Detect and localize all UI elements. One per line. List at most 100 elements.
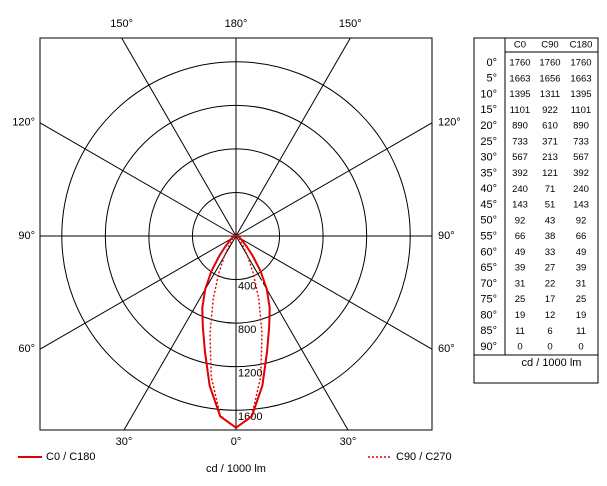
table-footer: cd / 1000 lm	[522, 357, 582, 369]
table-cell: 1760	[570, 58, 591, 69]
table-cell: 1760	[539, 58, 560, 69]
table-cell: 31	[515, 278, 526, 289]
r-tick-label: 400	[238, 280, 256, 292]
table-row-label: 15°	[480, 104, 497, 116]
table-cell: 1101	[510, 105, 530, 116]
legend-label: C0 / C180	[46, 451, 96, 463]
angle-label: 90°	[438, 230, 455, 242]
angle-label: 120°	[438, 117, 461, 129]
radial-line	[235, 37, 351, 237]
angle-label: 120°	[12, 117, 35, 129]
table-cell: 922	[542, 105, 558, 116]
radial-line	[235, 235, 433, 350]
table-cell: 1760	[509, 58, 530, 69]
table-cell: 19	[576, 310, 587, 321]
table-row-label: 40°	[480, 183, 497, 195]
table-cell: 66	[576, 231, 587, 242]
table-cell: 890	[573, 121, 589, 132]
table-cell: 143	[573, 200, 589, 211]
legend-label: C90 / C270	[396, 451, 452, 463]
angle-label: 90°	[18, 230, 35, 242]
radial-line	[123, 235, 237, 431]
table-cell: 567	[512, 152, 528, 163]
table-row-label: 30°	[480, 152, 497, 164]
table-cell: 22	[545, 278, 556, 289]
table-cell: 25	[576, 294, 587, 305]
table-row-label: 45°	[480, 199, 497, 211]
angle-label: 60°	[18, 343, 35, 355]
table-cell: 121	[542, 168, 558, 179]
intensity-curve	[209, 235, 237, 429]
table-cell: 38	[545, 231, 556, 242]
table-row-label: 60°	[480, 246, 497, 258]
radial-line	[235, 122, 433, 237]
intensity-curve	[201, 235, 237, 429]
table-cell: 17	[545, 294, 556, 305]
table-cell: 1311	[540, 89, 560, 100]
table-cell: 733	[512, 136, 528, 147]
radial-line	[39, 122, 237, 237]
table-header: C180	[570, 40, 593, 51]
table-cell: 92	[515, 215, 526, 226]
table-cell: 1395	[509, 89, 530, 100]
table-cell: 371	[542, 136, 558, 147]
table-cell: 25	[515, 294, 526, 305]
table-row-label: 90°	[480, 341, 497, 353]
angle-label: 60°	[438, 343, 455, 355]
table-cell: 213	[542, 152, 558, 163]
table-row-label: 55°	[480, 230, 497, 242]
table-row-label: 5°	[486, 73, 497, 85]
table-cell: 71	[545, 184, 556, 195]
table-cell: 43	[545, 215, 556, 226]
table-cell: 1663	[509, 73, 530, 84]
table-row-label: 85°	[480, 325, 497, 337]
tick-label-bg	[237, 324, 263, 337]
table-cell: 567	[573, 152, 589, 163]
intensity-curve	[235, 235, 271, 429]
table-header: C90	[541, 40, 558, 51]
table-cell: 143	[512, 200, 528, 211]
table-cell: 392	[573, 168, 589, 179]
table-row-label: 25°	[480, 136, 497, 148]
table-row-label: 20°	[480, 120, 497, 132]
table-cell: 31	[576, 278, 587, 289]
table-cell: 33	[545, 247, 556, 258]
angle-label: 150°	[339, 18, 362, 30]
r-tick-label: 800	[238, 324, 256, 336]
table-cell: 610	[542, 121, 558, 132]
angle-label: 30°	[116, 436, 133, 448]
radial-line	[235, 235, 349, 431]
axis-unit: cd / 1000 lm	[206, 463, 266, 475]
table-cell: 66	[515, 231, 526, 242]
table-cell: 49	[576, 247, 587, 258]
table-cell: 11	[515, 326, 525, 337]
table-cell: 1395	[570, 89, 591, 100]
table-row-label: 50°	[480, 215, 497, 227]
table-row-label: 35°	[480, 167, 497, 179]
table-cell: 1656	[539, 73, 560, 84]
table-cell: 51	[545, 200, 556, 211]
table-row-label: 75°	[480, 294, 497, 306]
table-cell: 1663	[570, 73, 591, 84]
table-cell: 39	[515, 263, 526, 274]
r-tick-label: 1200	[238, 368, 262, 380]
angle-label: 180°	[225, 18, 248, 30]
table-row-label: 65°	[480, 262, 497, 274]
table-cell: 1101	[571, 105, 591, 116]
table-cell: 890	[512, 121, 528, 132]
radial-line	[39, 235, 237, 350]
table-frame	[473, 37, 599, 384]
table-cell: 240	[512, 184, 528, 195]
intensity-curve	[235, 235, 263, 429]
table-cell: 19	[515, 310, 526, 321]
table-cell: 0	[578, 342, 583, 353]
table-cell: 0	[517, 342, 522, 353]
tick-label-bg	[237, 367, 263, 380]
table-row-label: 10°	[480, 88, 497, 100]
table-row-label: 80°	[480, 309, 497, 321]
table-cell: 733	[573, 136, 589, 147]
table-cell: 49	[515, 247, 526, 258]
table-cell: 392	[512, 168, 528, 179]
table-cell: 12	[545, 310, 556, 321]
angle-label: 0°	[231, 436, 242, 448]
